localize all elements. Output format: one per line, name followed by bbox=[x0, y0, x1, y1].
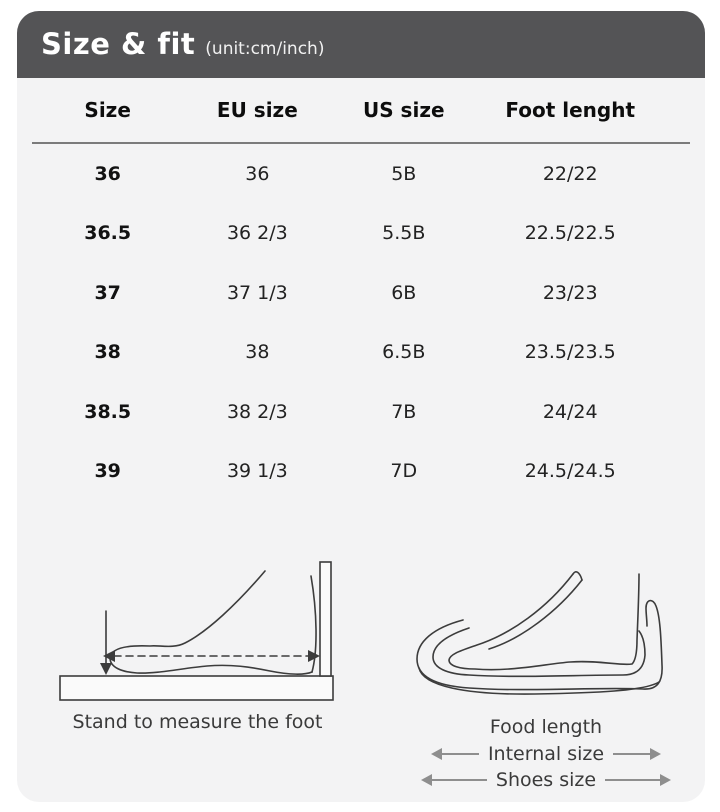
table-row: 38 38 6.5B 23.5/23.5 bbox=[32, 323, 690, 383]
measurement-figures: Stand to measure the foot Food length In… bbox=[17, 556, 705, 790]
cell-us-size: 5.5B bbox=[382, 222, 426, 245]
leg-top-cap bbox=[572, 571, 583, 581]
column-header-eu-size: EU size bbox=[216, 98, 298, 122]
size-table-header-row: Size EU size US size Foot lenght bbox=[32, 78, 690, 144]
cell-eu-size: 38 bbox=[245, 341, 270, 364]
internal-size-row: Internal size bbox=[405, 744, 687, 764]
cell-us-size: 6B bbox=[391, 281, 417, 304]
cell-size: 36.5 bbox=[84, 222, 132, 245]
cell-foot-length: 24.5/24.5 bbox=[524, 460, 616, 483]
cell-size: 39 bbox=[94, 460, 121, 483]
shoe-diagram-icon bbox=[416, 571, 663, 695]
cell-us-size: 7B bbox=[391, 400, 417, 423]
heel-back-line bbox=[310, 575, 317, 673]
leg-back-line bbox=[488, 579, 583, 650]
cell-eu-size: 38 2/3 bbox=[226, 400, 288, 423]
cell-eu-size: 36 bbox=[245, 162, 270, 185]
column-header-us-size: US size bbox=[362, 98, 445, 122]
size-fit-card: Size & fit (unit:cm/inch) Size EU size U… bbox=[17, 11, 705, 802]
cell-foot-length: 23.5/23.5 bbox=[524, 341, 616, 364]
internal-size-label: Internal size bbox=[487, 743, 605, 765]
heel-wall bbox=[319, 561, 332, 677]
cell-us-size: 6.5B bbox=[382, 341, 426, 364]
left-arrow-icon bbox=[430, 748, 479, 760]
cell-size: 37 bbox=[94, 281, 121, 304]
table-row: 36.5 36 2/3 5.5B 22.5/22.5 bbox=[32, 204, 690, 264]
left-arrow-icon bbox=[420, 774, 487, 786]
shoe-outsole-line bbox=[418, 667, 660, 695]
cell-size: 36 bbox=[94, 162, 121, 185]
cell-size: 38.5 bbox=[84, 400, 132, 423]
foot-length-caption: Food length bbox=[489, 716, 603, 738]
shoe-size-figure: Food length Internal size Shoes size bbox=[405, 556, 687, 790]
left-arrowhead bbox=[103, 650, 115, 662]
page-title: Size & fit bbox=[41, 27, 196, 61]
foot-in-shoe-outline bbox=[448, 573, 640, 671]
table-row: 37 37 1/3 6B 23/23 bbox=[32, 263, 690, 323]
shoe-outer-line bbox=[416, 599, 663, 691]
foot-measure-figure: Stand to measure the foot bbox=[55, 556, 340, 790]
table-row: 39 39 1/3 7D 24.5/24.5 bbox=[32, 442, 690, 502]
cell-foot-length: 22.5/22.5 bbox=[524, 222, 616, 245]
table-row: 36 36 5B 22/22 bbox=[32, 144, 690, 204]
foot-outline bbox=[109, 570, 313, 675]
base-plate bbox=[59, 675, 334, 701]
cell-eu-size: 37 1/3 bbox=[226, 281, 288, 304]
shoes-size-row: Shoes size bbox=[405, 770, 687, 790]
table-row: 38.5 38 2/3 7B 24/24 bbox=[32, 382, 690, 442]
cell-foot-length: 24/24 bbox=[542, 400, 598, 423]
cell-eu-size: 36 2/3 bbox=[226, 222, 288, 245]
column-header-size: Size bbox=[84, 98, 131, 122]
right-arrow-icon bbox=[613, 748, 662, 760]
left-figure-caption: Stand to measure the foot bbox=[72, 711, 323, 733]
foot-measure-diagram-icon bbox=[59, 561, 334, 701]
cell-us-size: 5B bbox=[391, 162, 417, 185]
cell-eu-size: 39 1/3 bbox=[226, 460, 288, 483]
unit-note: (unit:cm/inch) bbox=[205, 39, 325, 59]
cell-us-size: 7D bbox=[390, 460, 418, 483]
shoe-inner-line bbox=[432, 627, 646, 678]
cell-size: 38 bbox=[94, 341, 121, 364]
right-arrow-icon bbox=[605, 774, 672, 786]
right-arrowhead bbox=[308, 650, 320, 662]
cell-foot-length: 22/22 bbox=[542, 162, 598, 185]
down-arrowhead bbox=[100, 663, 112, 675]
size-table: Size EU size US size Foot lenght 36 36 5… bbox=[17, 78, 705, 501]
card-header: Size & fit (unit:cm/inch) bbox=[17, 11, 705, 78]
column-header-foot-length: Foot lenght bbox=[505, 98, 636, 122]
cell-foot-length: 23/23 bbox=[542, 281, 598, 304]
shoes-size-label: Shoes size bbox=[495, 769, 597, 791]
